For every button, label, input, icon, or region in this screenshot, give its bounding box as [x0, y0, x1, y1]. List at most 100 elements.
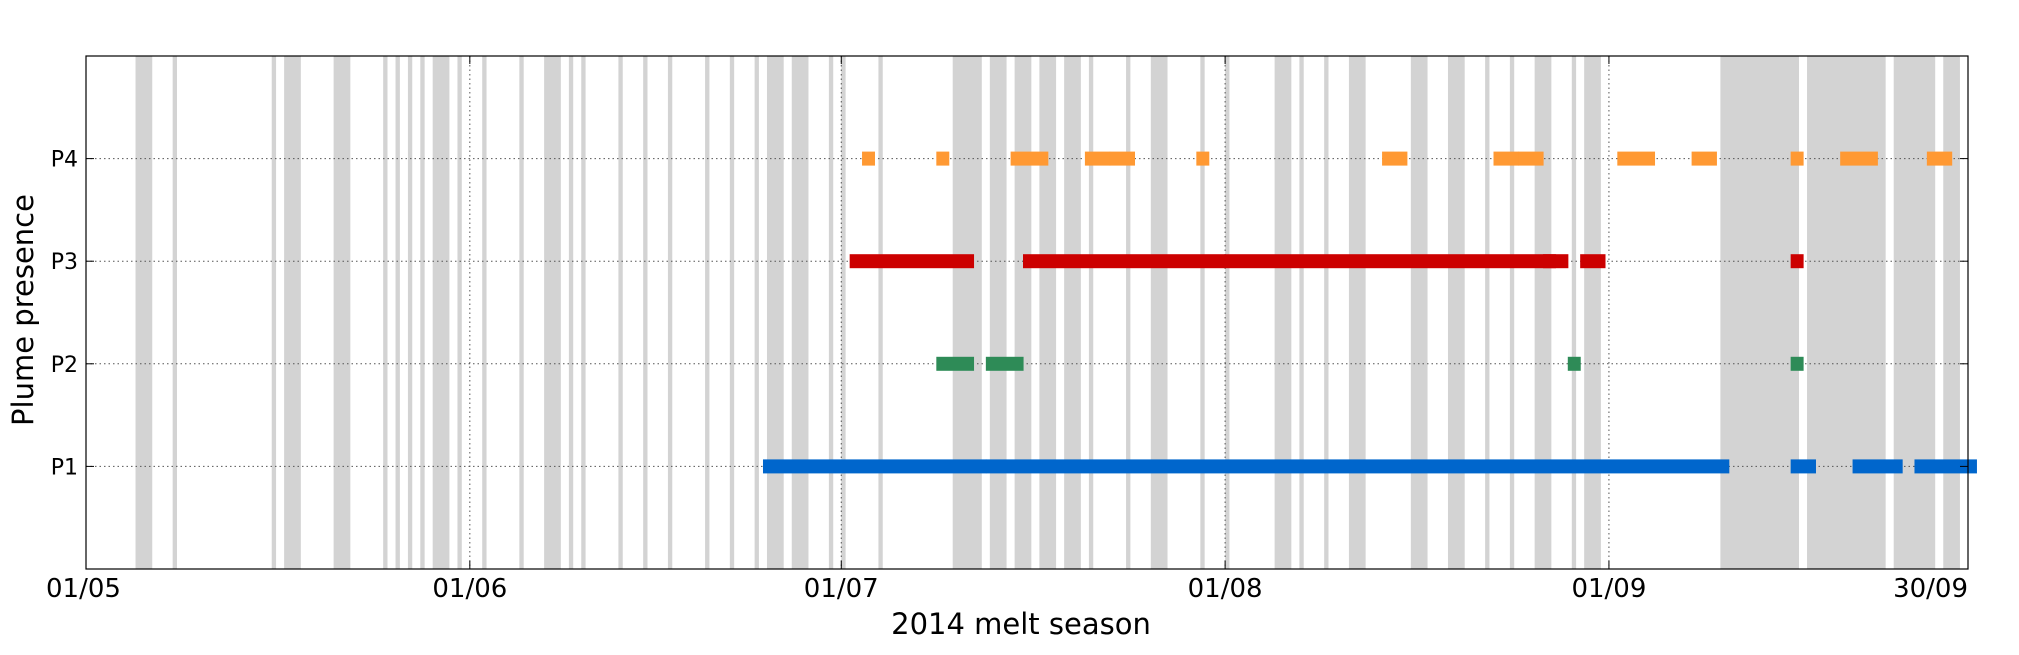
shaded-period	[1088, 56, 1094, 569]
series-p4	[862, 151, 1953, 166]
shaded-period	[284, 56, 301, 569]
shaded-period	[989, 56, 1007, 569]
y-tick-label: P3	[51, 250, 78, 275]
shaded-period	[643, 56, 648, 569]
plume-segment-p4	[1790, 151, 1804, 166]
shaded-period	[1893, 56, 1936, 569]
plume-segment-p3	[1790, 254, 1804, 269]
plume-series	[762, 151, 1977, 474]
shaded-period	[1014, 56, 1032, 569]
shaded-period	[420, 56, 425, 569]
x-tick-label: 01/07	[804, 574, 879, 604]
plume-segment-p4	[1840, 151, 1878, 166]
axis-ticks	[85, 56, 1969, 569]
plume-segment-p4	[862, 151, 875, 166]
shaded-period	[828, 56, 834, 569]
plume-segment-p2	[936, 356, 975, 371]
y-tick-labels: P1 P2 P3 P4	[51, 148, 78, 481]
shaded-period	[395, 56, 400, 569]
x-tick-label: 01/06	[432, 574, 507, 604]
plume-segment-p4	[1382, 151, 1408, 166]
shaded-period	[952, 56, 982, 569]
shaded-period	[581, 56, 586, 569]
plume-segment-p4	[1010, 151, 1049, 166]
plot-frame	[85, 55, 1969, 570]
shaded-period	[407, 56, 413, 569]
shaded-period	[383, 56, 388, 569]
shaded-period	[1509, 56, 1515, 569]
shaded-period	[1447, 56, 1465, 569]
shaded-periods	[135, 56, 1960, 569]
shaded-period	[1225, 56, 1230, 569]
shaded-period	[766, 56, 784, 569]
shaded-period	[1039, 56, 1057, 569]
plume-segment-p1	[1914, 459, 1977, 474]
shaded-period	[519, 56, 524, 569]
plume-segment-p2	[1567, 356, 1581, 371]
plume-segment-p1	[762, 459, 987, 474]
shaded-period	[729, 56, 735, 569]
shaded-period	[1150, 56, 1168, 569]
shaded-period	[482, 56, 487, 569]
shaded-period	[705, 56, 710, 569]
shaded-period	[544, 56, 561, 569]
shaded-period	[841, 56, 846, 569]
plume-segment-p1	[985, 459, 1730, 474]
shaded-period	[1126, 56, 1131, 569]
plume-segment-p3	[1543, 254, 1569, 269]
shaded-period	[1943, 56, 1960, 569]
x-tick-label: 01/05	[46, 574, 121, 604]
shaded-period	[333, 56, 351, 569]
shaded-period	[1274, 56, 1292, 569]
shaded-period	[667, 56, 673, 569]
shaded-period	[432, 56, 450, 569]
plume-segment-p4	[1691, 151, 1717, 166]
plume-segment-p4	[1196, 151, 1210, 166]
plume-segment-p4	[1109, 151, 1136, 166]
x-tick-labels: 01/05 01/06 01/07 01/08 01/09 30/09	[46, 574, 1968, 604]
shaded-period	[135, 56, 153, 569]
shaded-period	[172, 56, 178, 569]
shaded-period	[568, 56, 574, 569]
plume-segment-p4	[1518, 151, 1544, 166]
shaded-period	[1534, 56, 1552, 569]
shaded-period	[1807, 56, 1886, 569]
x-tick-label: 30/09	[1893, 574, 1968, 604]
x-tick-label: 01/09	[1571, 574, 1646, 604]
plume-segment-p4	[1926, 151, 1953, 166]
shaded-period	[1410, 56, 1428, 569]
plume-segment-p4	[1617, 151, 1656, 166]
shaded-period	[878, 56, 883, 569]
y-axis-label: Plume presence	[6, 194, 40, 426]
y-tick-label: P1	[51, 455, 78, 480]
plume-segment-p2	[1790, 356, 1804, 371]
plume-segment-p3	[849, 254, 975, 269]
shaded-period	[1324, 56, 1329, 569]
y-tick-label: P2	[51, 353, 78, 378]
shaded-period	[457, 56, 462, 569]
shaded-period	[1299, 56, 1304, 569]
series-p3	[849, 254, 1804, 269]
shaded-period	[1485, 56, 1490, 569]
shaded-period	[1571, 56, 1577, 569]
x-axis-label: 2014 melt season	[891, 607, 1151, 641]
plume-segment-p3	[1580, 254, 1606, 269]
plume-segment-p3	[1023, 254, 1556, 269]
shaded-period	[1348, 56, 1366, 569]
plume-segment-p1	[1852, 459, 1903, 474]
shaded-period	[271, 56, 277, 569]
shaded-period	[1064, 56, 1081, 569]
plume-segment-p1	[1790, 459, 1816, 474]
shaded-period	[1200, 56, 1205, 569]
plume-segment-p2	[985, 356, 1024, 371]
shaded-period	[791, 56, 809, 569]
plume-segment-p4	[936, 151, 950, 166]
series-p2	[936, 356, 1804, 371]
plume-segment-p4	[1493, 151, 1519, 166]
plume-segment-p4	[1084, 151, 1111, 166]
shaded-period	[754, 56, 759, 569]
shaded-period	[618, 56, 623, 569]
shaded-period	[1720, 56, 1799, 569]
x-tick-label: 01/08	[1188, 574, 1263, 604]
